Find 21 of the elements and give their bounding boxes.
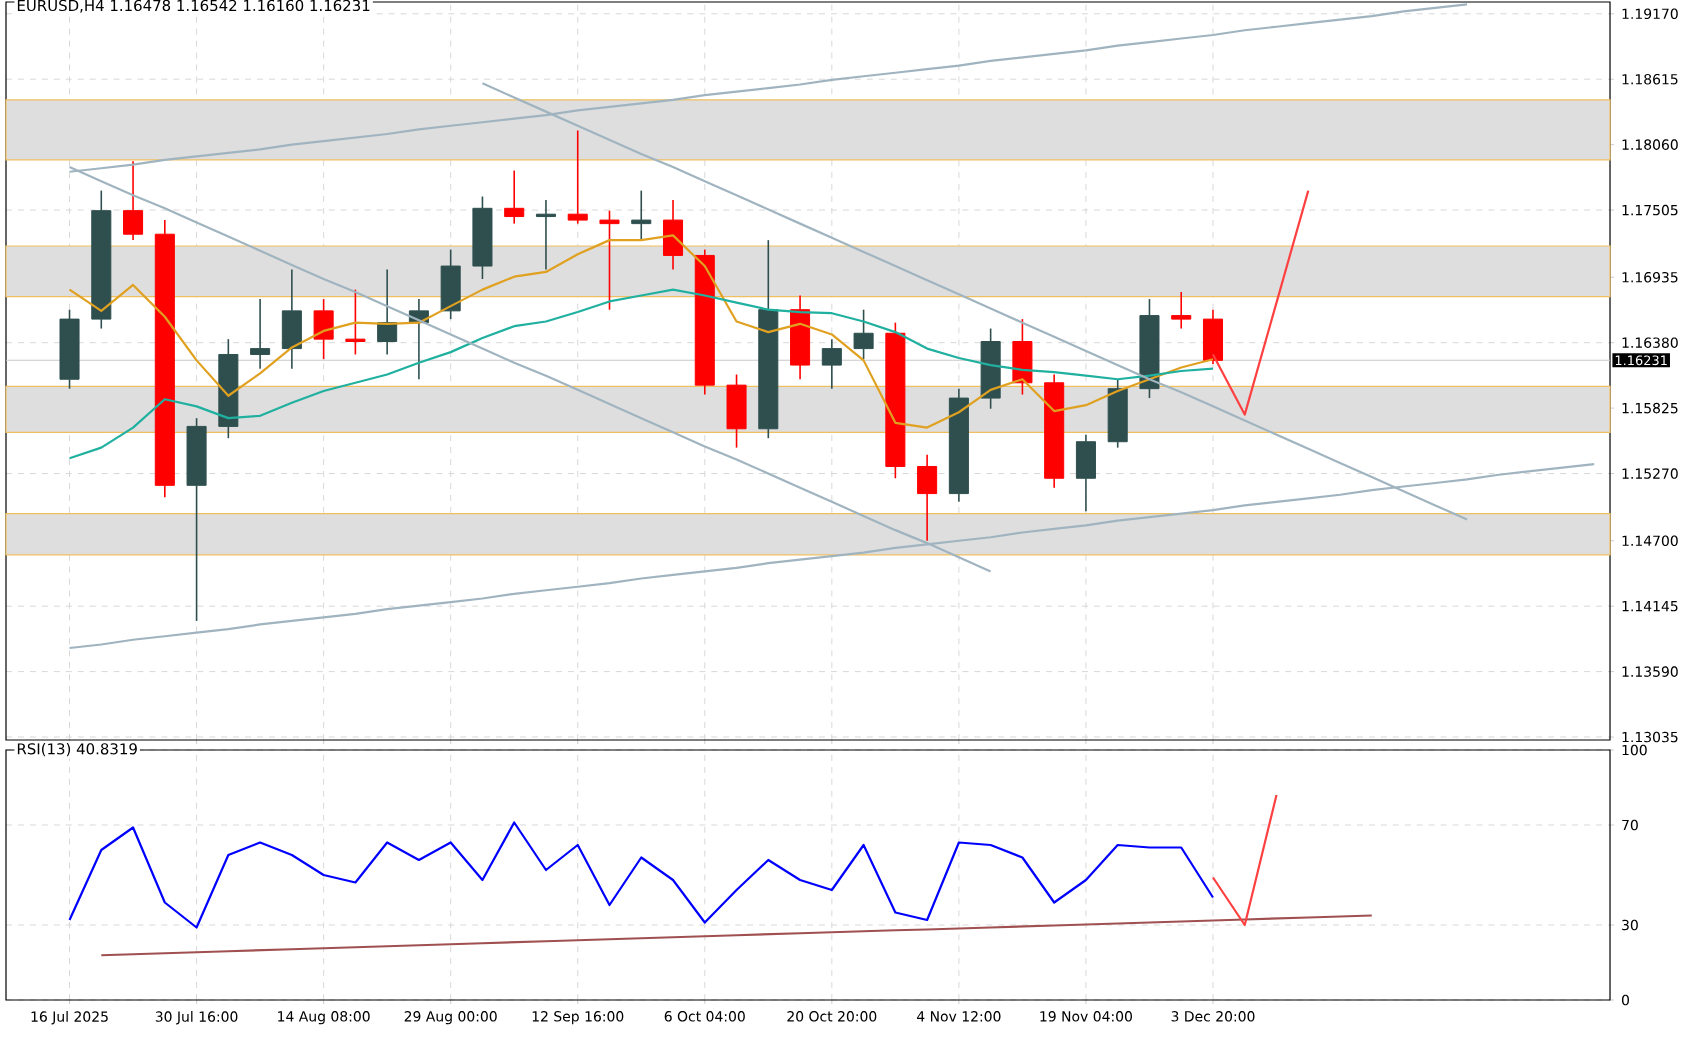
candlestick [250, 298, 271, 370]
candlestick [662, 199, 684, 271]
candlestick [281, 268, 302, 370]
candlestick [123, 160, 144, 241]
candlestick [917, 453, 938, 542]
candlestick [91, 189, 112, 330]
line-series [68, 288, 1215, 460]
candlestick [821, 338, 842, 390]
candlestick [790, 294, 811, 381]
candlestick [1044, 373, 1065, 489]
candlestick [504, 169, 525, 225]
candlestick [631, 189, 652, 241]
candlestick [1075, 433, 1096, 513]
candlestick [948, 387, 969, 503]
line-series [68, 821, 1215, 929]
candlestick [1171, 291, 1192, 330]
candlestick [154, 219, 175, 498]
candlestick [1202, 308, 1224, 365]
candlestick [567, 129, 588, 225]
candlestick [535, 199, 556, 271]
candlestick [694, 248, 715, 396]
